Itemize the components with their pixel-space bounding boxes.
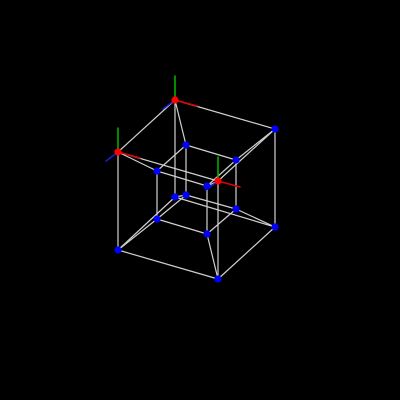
tesseract-vertex[interactable] bbox=[203, 230, 211, 238]
x-axis-gizmo bbox=[174, 99, 198, 107]
inner-cube-edge bbox=[185, 144, 237, 161]
x-axis-gizmo bbox=[217, 180, 241, 188]
inner-cube-edge bbox=[185, 194, 237, 210]
tesseract-vertex[interactable] bbox=[232, 156, 240, 164]
inner-cube-edge bbox=[206, 159, 237, 187]
tesseract-vertex[interactable] bbox=[182, 141, 190, 149]
selected-tesseract-vertex[interactable] bbox=[171, 96, 179, 104]
selected-tesseract-vertex[interactable] bbox=[214, 177, 222, 185]
tesseract-vertex[interactable] bbox=[214, 275, 222, 283]
tesseract-vertex[interactable] bbox=[203, 182, 211, 190]
outer-cube-edge bbox=[217, 226, 276, 280]
inner-cube-edge bbox=[206, 208, 237, 235]
inner-cube-edge bbox=[156, 170, 208, 187]
connecting-edge bbox=[117, 218, 158, 251]
vertices-layer bbox=[114, 96, 279, 283]
outer-cube-edge bbox=[174, 196, 276, 228]
inner-cube-edge bbox=[156, 194, 187, 220]
selected-tesseract-vertex[interactable] bbox=[114, 148, 122, 156]
connecting-edge bbox=[235, 128, 276, 161]
connecting-edge bbox=[174, 99, 187, 146]
outer-cube-edge bbox=[117, 249, 219, 280]
connecting-edge bbox=[117, 151, 158, 172]
connecting-edge bbox=[235, 208, 276, 228]
outer-cube-edge bbox=[217, 128, 276, 182]
outer-cube-edge bbox=[117, 99, 176, 153]
tesseract-vertex[interactable] bbox=[182, 191, 190, 199]
tesseract-vertex[interactable] bbox=[114, 246, 122, 254]
inner-cube-edge bbox=[156, 144, 187, 172]
outer-cube-edge bbox=[117, 196, 176, 251]
tesseract-vertex[interactable] bbox=[153, 215, 161, 223]
x-axis-gizmo bbox=[117, 151, 141, 159]
inner-cube-edge bbox=[156, 218, 208, 235]
connecting-edge bbox=[206, 233, 219, 280]
tesseract-vertex[interactable] bbox=[271, 223, 279, 231]
tesseract-vertex[interactable] bbox=[171, 193, 179, 201]
edges-layer bbox=[117, 99, 276, 280]
tesseract-vertex[interactable] bbox=[153, 167, 161, 175]
tesseract-vertex[interactable] bbox=[232, 205, 240, 213]
axis-gizmos-layer bbox=[105, 75, 241, 191]
tesseract-vertex[interactable] bbox=[271, 125, 279, 133]
